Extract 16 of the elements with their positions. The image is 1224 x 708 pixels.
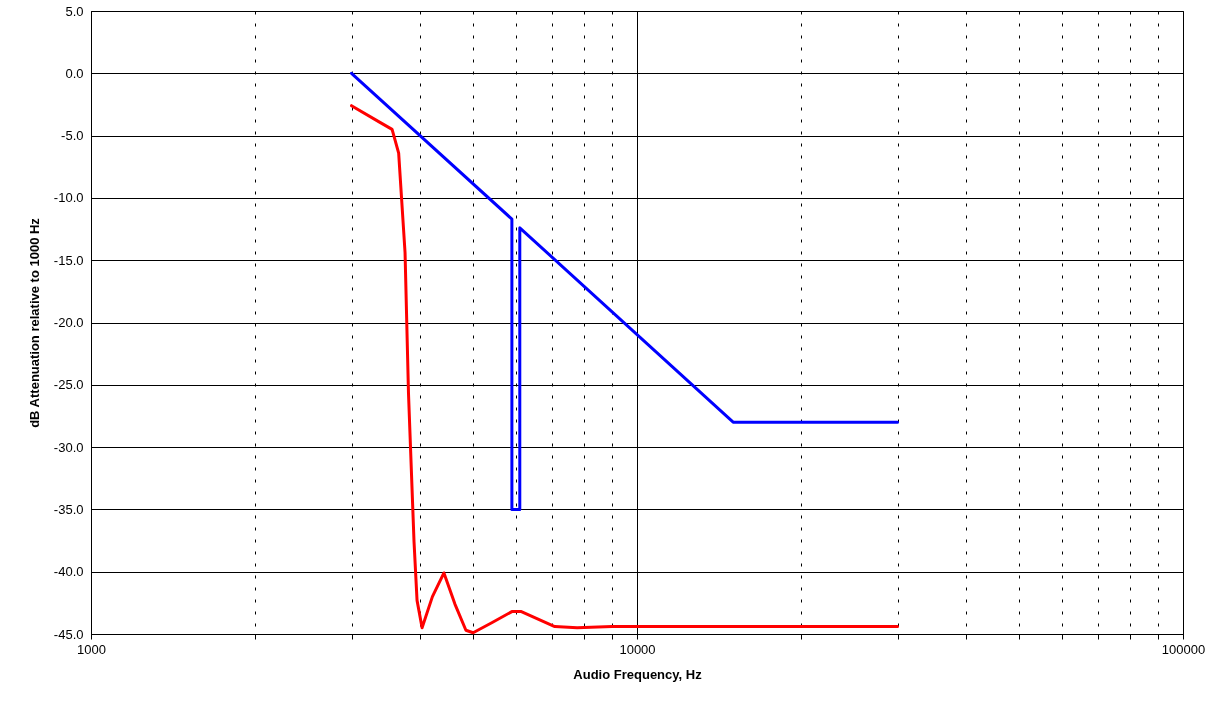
y-tick-label: -5.0 [61,128,84,144]
y-tick-label: -15.0 [53,252,84,268]
y-tick-label: -30.0 [53,439,84,455]
x-tick-label: 10000 [619,641,656,657]
y-tick-label: -45.0 [53,626,84,642]
x-tick-label: 1000 [77,641,106,657]
y-axis-title: dB Attenuation relative to 1000 Hz [26,217,42,428]
y-tick-label: -35.0 [53,501,84,517]
x-tick-label: 100000 [1161,641,1206,657]
y-tick-label: -20.0 [53,315,84,330]
y-tick-label: -10.0 [53,190,84,206]
y-tick-label: -40.0 [53,564,84,580]
x-axis-title: Audio Frequency, Hz [573,666,703,682]
y-tick-label: -25.0 [53,377,84,393]
y-tick-label: 5.0 [65,3,84,19]
y-tick-label: 0.0 [65,65,84,81]
